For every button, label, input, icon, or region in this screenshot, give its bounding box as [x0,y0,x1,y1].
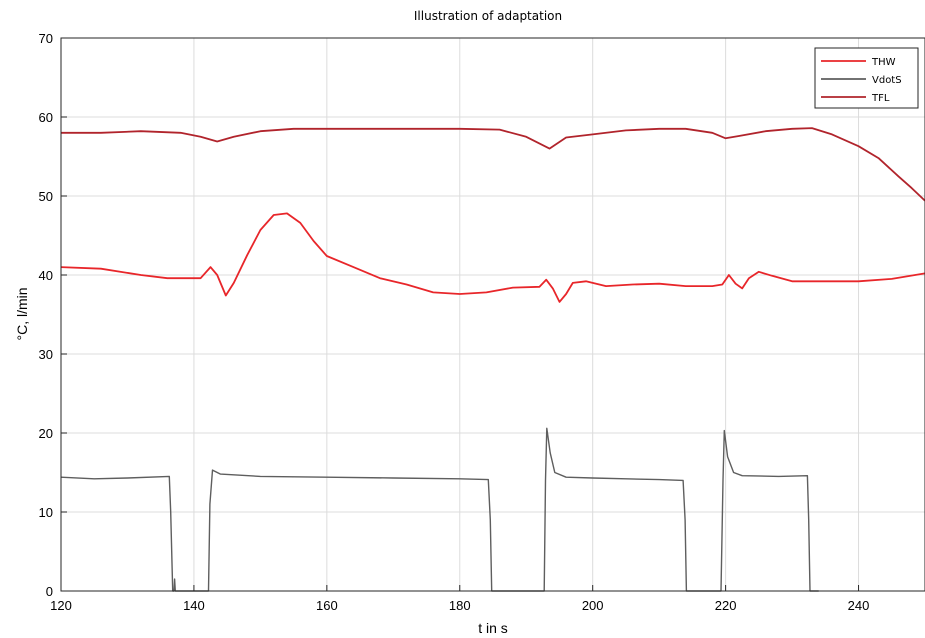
y-tick-label: 40 [39,268,53,283]
axis-ticks: 120 140 160 180 200 220 240 0 10 20 30 40 50 60 70 [39,31,870,613]
y-tick-label: 50 [39,189,53,204]
x-tick-label: 240 [848,598,870,613]
x-tick-label: 120 [50,598,72,613]
y-tick-label: 60 [39,110,53,125]
y-axis-label: °C, l/min [14,287,30,340]
x-tick-label: 160 [316,598,338,613]
series-line-thw [60,212,925,303]
series-lines [60,127,925,592]
x-axis-label: t in s [478,620,508,636]
grid [60,37,925,592]
x-tick-label: 180 [449,598,471,613]
x-tick-label: 140 [183,598,205,613]
legend-entry-label: TFL [871,93,890,104]
series-line-vdots [60,427,819,592]
legend-entry-label: VdotS [872,75,902,86]
x-tick-label: 220 [715,598,737,613]
plot-frame [60,37,925,592]
legend-box [814,47,919,109]
y-tick-label: 30 [39,347,53,362]
y-tick-label: 0 [46,584,53,599]
y-tick-label: 20 [39,426,53,441]
legend: THW VdotS TFL [814,47,919,109]
y-tick-label: 70 [39,31,53,46]
series-line-tfl [61,127,925,202]
x-tick-label: 200 [582,598,604,613]
legend-entry-label: THW [871,57,896,68]
y-tick-label: 10 [39,505,53,520]
chart-title: Illustration of adaptation [414,9,562,23]
